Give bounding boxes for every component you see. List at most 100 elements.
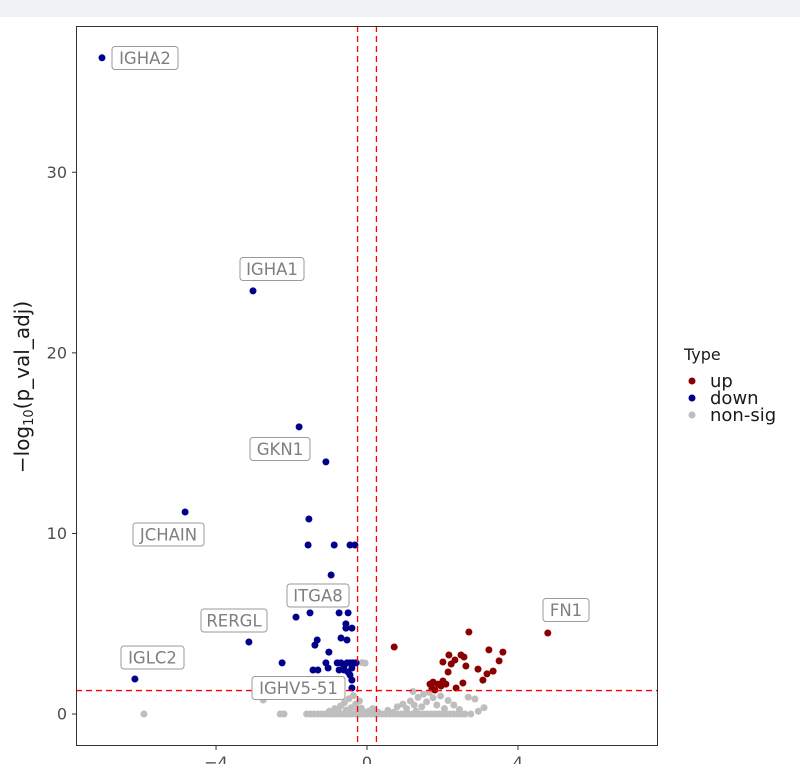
y-axis: 0 10 20 30 (47, 163, 76, 724)
point-non-sig (349, 692, 357, 700)
point-down (335, 666, 343, 674)
point-down (278, 659, 286, 667)
point-non-sig (418, 703, 426, 711)
series-down (98, 54, 360, 692)
gene-label-box (251, 676, 346, 700)
point-non-sig (280, 710, 288, 718)
gene-label-text: IGHA2 (119, 49, 171, 68)
point-down (344, 609, 352, 617)
gene-label-box (111, 46, 179, 70)
point-non-sig (393, 703, 401, 711)
y-tick-label: 10 (47, 524, 67, 543)
legend-title: Type (683, 345, 721, 364)
gene-label-text: JCHAIN (139, 525, 197, 544)
point-up (442, 680, 450, 688)
window-top-strip (0, 0, 800, 17)
point-non-sig (420, 690, 428, 698)
point-non-sig (464, 693, 472, 701)
point-non-sig (384, 706, 392, 714)
point-down (181, 508, 189, 516)
point-down (131, 675, 139, 683)
point-non-sig (480, 704, 488, 712)
y-tick-label: 0 (57, 705, 67, 724)
point-non-sig (325, 707, 333, 715)
gene-label-text: ITGA8 (293, 586, 343, 605)
point-non-sig (440, 705, 448, 713)
point-non-sig (456, 706, 463, 713)
point-down (348, 664, 356, 672)
point-down (98, 54, 106, 62)
point-up (499, 648, 507, 656)
gene-label-JCHAIN: JCHAIN (132, 522, 205, 547)
gene-label-text: RERGL (206, 611, 262, 630)
series-up (390, 628, 552, 694)
point-non-sig (412, 707, 420, 715)
point-down (327, 571, 335, 579)
point-up (447, 660, 455, 668)
point-non-sig (423, 698, 431, 706)
point-up (444, 668, 452, 676)
gene-label-FN1: FN1 (542, 598, 590, 622)
point-down (348, 624, 356, 632)
gene-label-IGLC2: IGLC2 (120, 645, 185, 670)
gene-label-IGHA1: IGHA1 (239, 257, 305, 281)
point-down (351, 541, 359, 549)
gene-label-box (239, 257, 305, 281)
legend-key-down (688, 394, 696, 402)
legend-label-up: up (710, 371, 733, 392)
point-non-sig (450, 701, 458, 709)
gene-label-text: IGHA1 (246, 260, 298, 279)
gene-label-text: IGLC2 (128, 648, 177, 667)
point-down (305, 515, 313, 523)
gene-label-box (132, 522, 205, 547)
y-axis-title-prefix: −log (10, 426, 34, 473)
point-up (544, 629, 552, 637)
point-non-sig (403, 705, 411, 713)
legend-label-down: down (710, 388, 759, 409)
y-axis-title-suffix: (p_val_adj) (10, 301, 34, 409)
point-down (335, 609, 343, 617)
point-non-sig (335, 708, 343, 716)
point-up (459, 679, 467, 687)
point-non-sig (409, 688, 417, 695)
point-up (495, 657, 503, 665)
point-non-sig (437, 692, 445, 700)
point-non-sig (340, 699, 348, 707)
point-non-sig (410, 701, 418, 709)
point-non-sig (444, 697, 452, 704)
panel-border (76, 26, 658, 746)
point-non-sig (374, 708, 382, 716)
point-non-sig (433, 701, 441, 709)
x-tick-label: 0 (362, 753, 372, 764)
point-up (445, 651, 453, 659)
point-down (343, 636, 351, 644)
gene-label-box (200, 608, 268, 633)
point-non-sig (467, 710, 475, 718)
gene-label-RERGL: RERGL (200, 608, 268, 633)
point-down (324, 664, 332, 672)
x-tick-label: 4 (513, 753, 523, 764)
point-down (311, 641, 319, 649)
point-up (452, 684, 460, 692)
y-axis-title: −log10(p_val_adj) (10, 301, 37, 473)
point-up (474, 665, 482, 673)
y-tick-label: 30 (47, 163, 67, 182)
gene-label-text: GKN1 (257, 440, 303, 459)
point-up (485, 646, 493, 654)
point-non-sig (361, 659, 369, 667)
point-up (439, 658, 447, 666)
point-non-sig (389, 708, 397, 716)
legend: Type up down non-sig (683, 345, 776, 426)
point-non-sig (140, 710, 148, 718)
data-points (98, 54, 552, 718)
point-up (462, 662, 470, 670)
point-non-sig (369, 705, 377, 713)
point-down (309, 666, 317, 674)
point-up (479, 676, 487, 684)
gene-label-box (286, 583, 350, 608)
legend-key-non-sig (688, 411, 696, 419)
point-down (348, 684, 356, 692)
point-up (483, 670, 491, 678)
x-axis: −4 0 4 (204, 746, 523, 764)
